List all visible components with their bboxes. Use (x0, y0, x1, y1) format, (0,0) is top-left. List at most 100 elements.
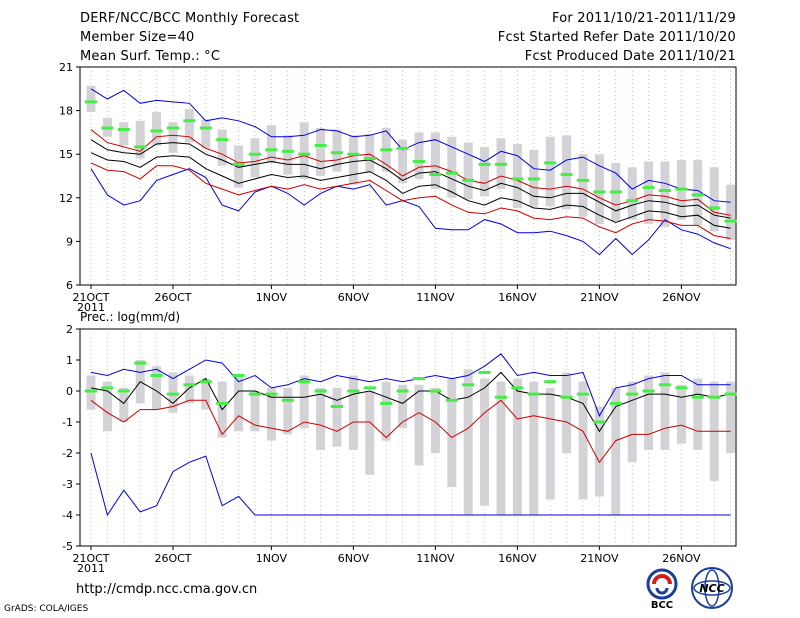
chart-title: DERF/NCC/BCC Monthly Forecast (80, 11, 300, 26)
chart2-box (463, 369, 473, 515)
chart2-max-line (90, 353, 731, 417)
chart2-box (86, 375, 96, 410)
chart2-mean-marker (527, 392, 540, 396)
chart2-box (644, 375, 654, 450)
chart2-box (562, 372, 572, 453)
chart2-x-tick-label: 11NOV (416, 552, 455, 565)
chart1-box (135, 120, 145, 159)
chart2-mean-marker (478, 370, 491, 374)
chart1-box (201, 119, 211, 149)
chart2-box (348, 375, 358, 450)
chart2-box (430, 387, 440, 453)
chart1-mean-marker (626, 199, 639, 203)
chart1-box (250, 138, 260, 178)
chart2-mean-marker (380, 401, 393, 405)
produced-date: Fcst Produced Date 2011/10/21 (524, 49, 736, 64)
chart2-mean-marker (249, 392, 261, 396)
chart2-mean-marker (216, 401, 229, 405)
chart2-mean-marker (117, 389, 130, 393)
variable-label: Mean Surf. Temp.: °C (80, 49, 221, 64)
ncc-logo: NCC (691, 567, 733, 609)
chart1-mean-marker (380, 148, 393, 152)
chart2-mean-marker (281, 398, 294, 402)
chart1-box (152, 112, 162, 146)
chart2-mean-marker (691, 395, 704, 399)
chart2-box (611, 387, 621, 515)
chart1-box (594, 154, 604, 224)
chart1-box (660, 161, 670, 227)
chart2-mean-marker (462, 383, 475, 387)
chart1-x-tick-label: 26NOV (662, 291, 701, 304)
chart1-box (447, 136, 457, 198)
chart1-mean-marker (445, 171, 458, 175)
chart2-x-tick-label: 6NOV (338, 552, 370, 565)
chart1-mean-marker (134, 145, 147, 149)
chart1-mean-marker (117, 127, 130, 131)
chart2-mean-marker (544, 380, 557, 384)
chart1-box (86, 85, 96, 113)
chart1-mean-marker (413, 159, 425, 163)
chart2-box (266, 387, 276, 441)
chart2-box (660, 372, 670, 450)
chart2-x-tick-label: 1NOV (256, 552, 288, 565)
chart2-y-tick-label: -2 (62, 447, 73, 460)
chart1-x-tick-label: 26OCT (154, 291, 191, 304)
chart2-median-line (90, 371, 731, 433)
chart1-x-tick-label: 11NOV (416, 291, 455, 304)
chart1-mean-marker (577, 178, 589, 182)
chart1-mean-marker (593, 190, 606, 194)
chart2-mean-marker (331, 405, 343, 408)
chart1-box (578, 154, 588, 217)
chart2-box (168, 372, 178, 413)
chart2-mean-marker (265, 392, 278, 396)
chart2-x-tick-label: 21OCT (72, 552, 109, 565)
chart2-mean-marker (675, 386, 688, 390)
chart1-median-line (90, 139, 731, 219)
chart2-box (119, 387, 129, 422)
chart1-y-tick-label: 15 (59, 148, 73, 161)
chart2-box (365, 391, 375, 475)
chart1-mean-marker (281, 149, 294, 153)
chart2-mean-marker (495, 395, 507, 399)
chart2-box (414, 384, 424, 466)
chart1-mean-marker (265, 148, 278, 152)
chart2-y-tick-label: 2 (66, 323, 73, 336)
chart1-box (463, 142, 473, 200)
chart1-box (398, 139, 408, 184)
chart1-mean-marker (495, 162, 507, 166)
chart2-mean-marker (413, 377, 425, 381)
chart2-y-tick-label: -1 (62, 416, 73, 429)
chart1-box (316, 128, 326, 176)
chart2-frame (79, 328, 737, 547)
chart1-y-tick-label: 6 (66, 279, 73, 292)
chart1-box (627, 167, 637, 220)
grads-credit: GrADS: COLA/IGES (4, 604, 89, 614)
chart1-mean-marker (314, 143, 327, 147)
chart2-mean-marker (232, 374, 245, 377)
chart1-box (234, 145, 244, 188)
chart1-box (709, 167, 719, 232)
chart2-mean-marker (511, 386, 524, 390)
chart1-mean-marker (544, 161, 557, 165)
chart1-x-tick-label: 1NOV (256, 291, 288, 304)
chart1-box (348, 135, 358, 185)
chart1-x-tick-label: 21NOV (580, 291, 619, 304)
chart1-year-label: 2011 (77, 301, 105, 314)
chart2-mean-marker (101, 386, 114, 390)
chart2-box (627, 381, 637, 463)
chart2-mean-marker (150, 374, 163, 377)
chart2-x-tick-label: 21NOV (580, 552, 619, 565)
chart1-mean-marker (396, 146, 409, 150)
prec-chart-title: Prec.: log(mm/d) (80, 310, 180, 324)
bcc-logo-text: BCC (651, 600, 673, 610)
source-url[interactable]: http://cmdp.ncc.cma.gov.cn (76, 582, 258, 597)
forecast-period: For 2011/10/21-2011/11/29 (552, 11, 736, 26)
chart2-box (201, 378, 211, 410)
chart1-mean-marker (101, 126, 114, 130)
chart2-box (545, 387, 555, 500)
chart2-mean-marker (724, 392, 737, 396)
chart1-box (545, 136, 555, 207)
chart2-box (676, 384, 686, 444)
chart2-mean-marker (314, 389, 327, 393)
chart1-mean-marker (560, 173, 573, 177)
